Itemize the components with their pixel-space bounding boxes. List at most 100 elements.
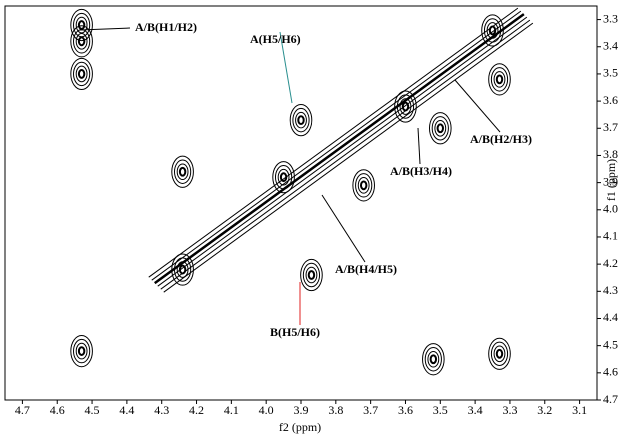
diagonal-contour	[163, 22, 534, 293]
annotation-arrow	[417, 127, 421, 165]
x-tick-label: 3.3	[502, 403, 517, 417]
y-axis-label: f1 (ppm)	[604, 159, 618, 201]
annotation-arrow	[79, 27, 131, 31]
annotation-arrow	[279, 31, 293, 104]
contour-peak	[305, 266, 318, 284]
y-tick-label: 4.1	[603, 229, 618, 243]
annotation-arrow	[321, 194, 366, 263]
contour-peak	[70, 334, 93, 368]
x-tick-label: 4.1	[224, 403, 239, 417]
contour-peak	[176, 163, 189, 181]
contour-peak	[75, 33, 88, 50]
contour-peak	[394, 90, 417, 123]
y-tick-label: 3.4	[603, 39, 618, 53]
contour-peak	[428, 112, 452, 145]
contour-peak	[302, 262, 321, 288]
contour-peak	[77, 69, 86, 79]
x-tick-label: 4.3	[154, 403, 169, 417]
contour-peak	[355, 173, 373, 198]
x-tick-label: 3.1	[572, 403, 587, 417]
contour-peak	[174, 257, 192, 282]
contour-peak	[434, 119, 447, 137]
y-tick-label: 3.8	[603, 147, 618, 161]
contour-peak	[493, 345, 506, 363]
contour-peak	[424, 347, 442, 372]
annotation: A/B(H3/H4)	[390, 164, 452, 178]
x-tick-label: 3.6	[398, 403, 413, 417]
y-tick-label: 4.4	[603, 310, 618, 324]
y-tick-label: 3.6	[603, 93, 618, 107]
contour-peak	[352, 169, 375, 202]
y-tick-label: 3.7	[603, 120, 618, 134]
contour-peak	[70, 8, 93, 42]
contour-peak	[490, 341, 509, 367]
diagonal-contour	[148, 7, 519, 278]
contour-peak	[495, 74, 504, 85]
contour-peak	[279, 172, 288, 183]
annotation: A(H5/H6)	[250, 32, 301, 46]
contour-peak	[399, 98, 412, 115]
contour-peak	[277, 168, 290, 186]
contour-peak	[77, 36, 86, 47]
y-tick-label: 4.0	[603, 202, 618, 216]
contour-peak	[490, 67, 509, 92]
contour-peak	[77, 20, 86, 30]
x-axis-label: f2 (ppm)	[279, 420, 321, 434]
contour-peak	[495, 348, 504, 359]
x-tick-label: 3.9	[294, 403, 309, 417]
contour-peak	[396, 94, 415, 119]
x-tick-label: 4.4	[119, 403, 134, 417]
x-tick-label: 4.2	[189, 403, 204, 417]
contour-peak	[357, 177, 370, 194]
x-tick-label: 3.2	[537, 403, 552, 417]
y-tick-label: 3.5	[603, 66, 618, 80]
contour-peak	[486, 22, 499, 39]
contour-peak	[176, 261, 189, 278]
contour-peak	[307, 270, 316, 280]
y-tick-label: 4.3	[603, 283, 618, 297]
x-tick-label: 4.0	[259, 403, 274, 417]
contour-peak	[171, 253, 194, 286]
contour-peak	[73, 338, 91, 364]
contour-peak	[422, 343, 445, 376]
contour-peak	[483, 18, 502, 43]
annotation-arrow	[454, 79, 501, 133]
contour-peak	[401, 101, 410, 112]
x-tick-label: 4.7	[15, 403, 30, 417]
annotation: B(H5/H6)	[270, 325, 320, 339]
contour-peak	[488, 337, 511, 370]
contour-peak	[178, 264, 187, 275]
contour-peak	[488, 63, 511, 96]
x-tick-label: 4.6	[50, 403, 65, 417]
contour-peak	[272, 161, 295, 194]
contour-peak	[431, 116, 449, 141]
contour-peak	[488, 25, 497, 36]
x-tick-label: 3.4	[468, 403, 483, 417]
y-tick-label: 3.9	[603, 174, 618, 188]
contour-peak	[481, 14, 504, 47]
y-tick-label: 3.3	[603, 11, 618, 25]
contour-peak	[75, 16, 88, 34]
contour-peak	[178, 166, 187, 177]
contour-peak	[300, 258, 323, 292]
contour-peak	[274, 164, 293, 190]
contour-peak	[292, 107, 310, 133]
contour-peak	[171, 155, 194, 188]
y-tick-label: 4.5	[603, 337, 618, 351]
contour-peak	[295, 111, 307, 129]
contour-peak	[75, 342, 88, 360]
contour-peak	[359, 180, 368, 191]
contour-peak	[297, 115, 305, 126]
y-tick-label: 4.6	[603, 365, 618, 379]
contour-peak	[174, 159, 192, 184]
contour-peak	[429, 354, 438, 365]
contour-peak	[75, 65, 88, 83]
x-tick-label: 3.7	[363, 403, 378, 417]
annotation: A/B(H4/H5)	[335, 262, 397, 276]
diagonal-contour	[157, 16, 528, 287]
contour-peak	[436, 123, 444, 134]
annotation: A/B(H1/H2)	[135, 20, 197, 34]
diagonal-contour	[151, 10, 522, 281]
contour-peak	[77, 346, 86, 356]
